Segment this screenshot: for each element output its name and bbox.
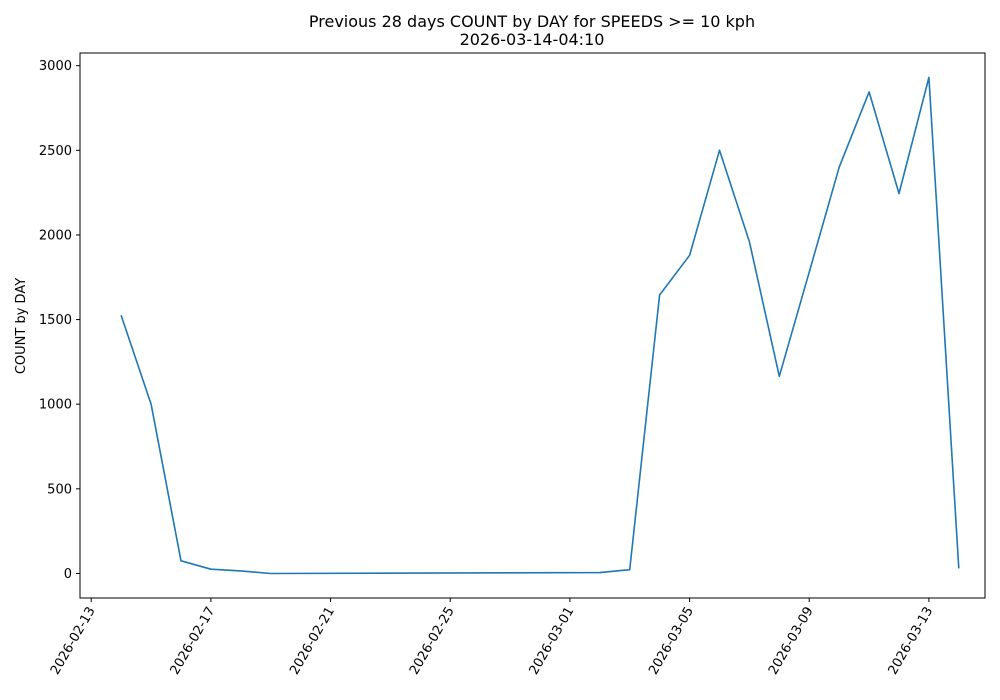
x-tick-label: 2026-02-17 [168,605,219,678]
y-tick-label: 1000 [39,398,72,413]
plot-series [120,76,960,575]
y-tick-label: 3000 [39,59,72,74]
series-line [120,76,960,575]
y-tick-label: 2000 [39,228,72,243]
y-tick-label: 0 [64,567,72,582]
x-tick-label: 2026-02-13 [48,605,99,678]
x-tick-label: 2026-02-21 [287,605,338,678]
y-axis: 0 500 1000 1500 2000 2500 3000 [39,59,80,582]
y-tick-label: 1500 [39,313,72,328]
y-tick-label: 2500 [39,144,72,159]
plot-frame [79,52,986,599]
x-tick-label: 2026-03-05 [646,605,697,678]
x-axis: 2026-02-13 2026-02-17 2026-02-21 2026-02-25… [48,598,936,677]
x-tick-label: 2026-03-09 [766,605,817,678]
chart-title: Previous 28 days COUNT by DAY for SPEEDS… [309,12,755,31]
y-tick-label: 500 [47,482,72,497]
chart-subtitle: 2026-03-14-04:10 [460,30,605,49]
x-tick-label: 2026-02-25 [407,605,458,678]
x-tick-label: 2026-03-01 [527,605,578,678]
x-tick-label: 2026-03-13 [886,605,937,678]
y-axis-label: COUNT by DAY [14,278,29,374]
